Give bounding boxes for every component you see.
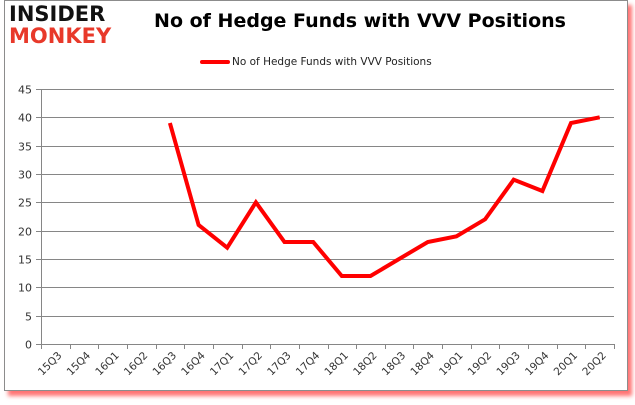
x-tick-label: 15Q4 — [65, 349, 94, 378]
x-tick-label: 16Q4 — [179, 349, 208, 378]
x-tick-label: 19Q1 — [437, 350, 466, 379]
logo-line-2: MONKEY — [9, 24, 112, 48]
legend-line-swatch-icon — [200, 60, 230, 64]
chart-title: No of Hedge Funds with VVV Positions — [154, 10, 566, 32]
y-tick-label: 30 — [18, 169, 32, 182]
x-tick-label: 20Q1 — [552, 350, 581, 379]
y-tick-label: 0 — [25, 339, 32, 352]
x-tick-label: 20Q2 — [580, 350, 609, 379]
insider-monkey-logo: INSIDER MONKEY — [9, 4, 111, 47]
x-tick-label: 17Q3 — [265, 350, 294, 379]
y-tick-label: 10 — [18, 282, 32, 295]
y-tick-label: 20 — [18, 226, 32, 239]
x-tick-label: 19Q4 — [523, 349, 552, 378]
x-tick-label: 19Q2 — [466, 350, 495, 379]
x-tick-label: 15Q3 — [36, 350, 65, 379]
x-tick-label: 16Q2 — [122, 350, 151, 379]
x-tick-label: 18Q1 — [322, 350, 351, 379]
chart-legend: No of Hedge Funds with VVV Positions — [200, 53, 432, 71]
y-tick-label: 40 — [18, 112, 32, 125]
y-tick-label: 15 — [18, 254, 32, 267]
y-axis: 0 5 10 15 20 25 30 35 40 45 — [18, 84, 42, 352]
y-tick-label: 45 — [18, 84, 32, 97]
x-tick-label: 16Q3 — [151, 350, 180, 379]
y-tick-label: 5 — [25, 311, 32, 324]
x-tick-label: 19Q3 — [494, 350, 523, 379]
legend-label: No of Hedge Funds with VVV Positions — [232, 56, 432, 68]
series-line — [167, 115, 601, 278]
x-tick-label: 17Q4 — [294, 349, 323, 378]
x-tick-label: 16Q1 — [93, 350, 122, 379]
x-tick-label: 17Q1 — [208, 350, 237, 379]
x-tick-label: 18Q3 — [380, 350, 409, 379]
x-tick-label: 17Q2 — [236, 350, 265, 379]
y-tick-label: 25 — [18, 197, 32, 210]
gridlines — [41, 89, 614, 317]
x-axis: 15Q3 15Q4 16Q1 16Q2 16Q3 16Q4 17Q1 17Q2 17Q3 17Q4… — [36, 344, 615, 378]
y-tick-label: 35 — [18, 141, 32, 154]
x-tick-label: 18Q4 — [408, 349, 437, 378]
logo-line-1: INSIDER — [9, 2, 106, 26]
chart-frame — [4, 0, 628, 391]
x-tick-label: 18Q2 — [351, 350, 380, 379]
